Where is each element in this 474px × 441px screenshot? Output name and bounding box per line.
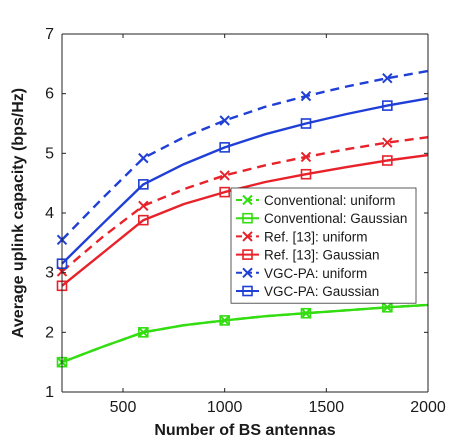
series-2-marker-3 [219,315,230,326]
y-tick-label-7: 7 [45,26,54,43]
series-line-5 [61,69,429,241]
legend-entry-6: VGC-PA: Gaussian [236,284,379,299]
series-4-marker-4 [300,168,312,180]
x-tick-label-3: 1500 [309,399,345,416]
axes-layer: 500 1000 1500 2000 1 2 3 4 5 6 7 [45,26,446,416]
legend-marker-4 [242,249,253,260]
legend-label-4: Ref. [13]: Gaussian [264,248,380,263]
series-line-6 [61,97,429,265]
series-3-marker-5 [382,137,393,148]
series-3-marker-2-stroke-b [138,200,149,212]
y-tick-label-4: 4 [45,205,54,222]
legend-marker-2 [242,212,253,224]
series-5-marker-2 [138,152,149,164]
series-5-marker-3-stroke-b [219,115,230,126]
series-line-2 [61,303,429,364]
series-5-marker-3 [219,115,230,126]
legend-entry-4: Ref. [13]: Gaussian [236,248,380,263]
y-tick-label-5: 5 [45,145,54,162]
legend-marker-1-stroke-b [242,194,253,206]
legend-label-2: Conventional: Gaussian [264,211,407,226]
series-6-marker-5 [382,100,393,111]
series-5-marker-2-stroke-b [138,152,149,164]
legend-entry-5: VGC-PA: uniform [236,266,367,281]
x-tick-label-2: 1000 [207,399,243,416]
legend-entry-1: Conventional: uniform [236,193,395,208]
legend-label-1: Conventional: uniform [264,193,395,208]
series-2-marker-2 [138,327,149,338]
y-tick-label-1: 1 [45,384,54,401]
legend-marker-3 [242,231,253,242]
series-3-marker-4-stroke-b [300,151,312,163]
y-axis-title: Average uplink capacity (bps/Hz) [10,88,27,338]
series-6-marker-3 [219,142,230,153]
series-3-marker-5-stroke-b [382,137,393,148]
series-3-marker-2 [138,200,149,212]
series-5-marker-5 [382,72,393,84]
x-tick-label-1: 500 [110,399,137,416]
series-3-marker-4 [300,151,312,163]
legend-marker-5 [242,267,253,279]
legend-entry-2: Conventional: Gaussian [236,211,407,226]
series-2-marker-4 [300,307,312,319]
series-6-marker-4 [300,118,312,129]
legend-marker-1 [242,194,253,206]
series-line-4 [61,153,429,287]
y-tick-label-3: 3 [45,265,54,282]
series-3-marker-3-stroke-b [219,170,230,181]
series-5-marker-5-stroke-b [382,72,393,84]
series-layer [56,69,429,368]
series-line-3 [61,136,429,273]
legend-label-5: VGC-PA: uniform [264,266,367,281]
legend-box [230,187,417,304]
legend: Conventional: uniform Conventional: Gauss… [230,187,417,304]
series-3-marker-3 [219,170,230,181]
series-5-marker-4 [300,90,312,102]
series-5-marker-4-stroke-b [300,90,312,102]
y-tick-label-2: 2 [45,324,54,341]
legend-label-6: VGC-PA: Gaussian [264,284,379,299]
series-4-marker-5 [382,155,393,166]
legend-entry-3: Ref. [13]: uniform [236,229,368,244]
legend-marker-6 [242,285,253,297]
legend-marker-3-stroke-b [242,231,253,242]
x-tick-label-4: 2000 [410,399,446,416]
series-4-marker-3 [219,186,230,198]
series-4-marker-2 [138,214,149,226]
legend-label-3: Ref. [13]: uniform [264,229,368,244]
y-tick-label-6: 6 [45,86,54,103]
legend-marker-5-stroke-b [242,267,253,279]
series-6-marker-2 [138,179,149,190]
x-axis-title: Number of BS antennas [154,422,335,439]
